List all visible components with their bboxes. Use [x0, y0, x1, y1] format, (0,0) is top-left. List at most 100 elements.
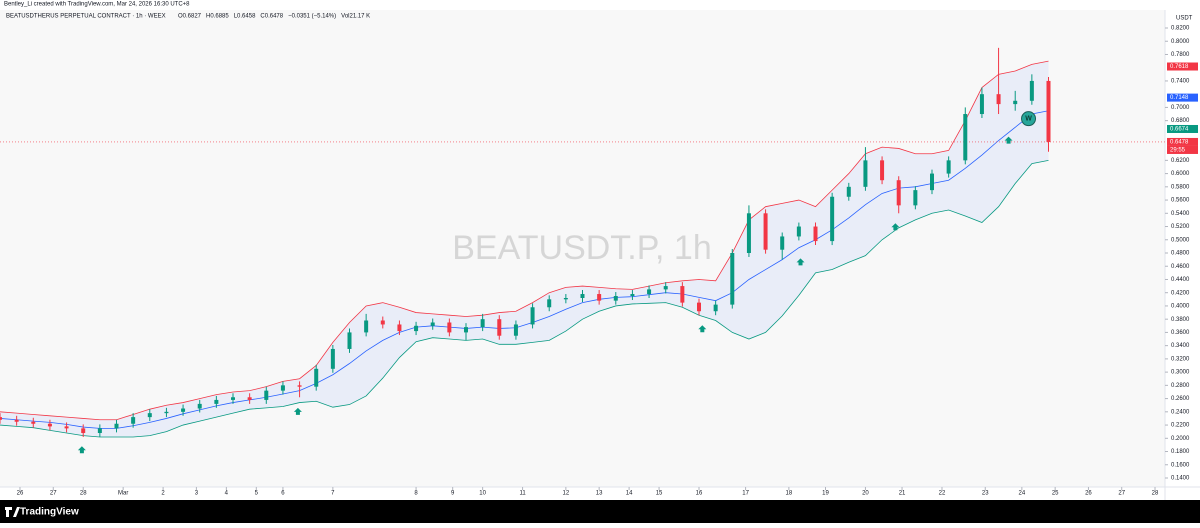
- candle-body: [64, 426, 69, 429]
- y-tick-label: 0.4800: [1171, 251, 1190, 257]
- candle-body: [430, 322, 435, 326]
- candle-body: [713, 304, 718, 312]
- x-tick-label: 13: [596, 491, 603, 497]
- x-tick-label: 5: [255, 491, 259, 497]
- ohlc-value: H0.6885: [206, 14, 229, 20]
- price-badge: [1167, 93, 1198, 102]
- x-tick-label: 19: [822, 491, 829, 497]
- candle-body: [397, 324, 402, 332]
- candle-body: [647, 289, 652, 295]
- candle-body: [513, 324, 518, 336]
- candle-body: [597, 294, 602, 301]
- y-tick-label: 0.2600: [1171, 396, 1190, 402]
- y-tick-label: 0.2000: [1171, 436, 1190, 442]
- x-tick-label: 12: [563, 491, 570, 497]
- y-tick-label: 0.5800: [1171, 184, 1190, 190]
- candle-body: [946, 160, 951, 174]
- candle-body: [1029, 80, 1034, 101]
- candle-body: [114, 423, 119, 429]
- x-tick-label: 28: [1152, 491, 1159, 497]
- x-tick-label: 7: [331, 491, 335, 497]
- candle-body: [280, 385, 285, 391]
- candle-body: [497, 319, 502, 336]
- x-tick-label: 8: [414, 491, 418, 497]
- candle-body: [47, 423, 52, 427]
- candle-body: [580, 294, 585, 298]
- x-tick-label: 14: [626, 491, 633, 497]
- band-fill: [0, 61, 1049, 437]
- annotation-marker: [1021, 111, 1037, 127]
- ohlc-value: O0.6827: [178, 14, 202, 20]
- y-tick-label: 0.2800: [1171, 383, 1190, 389]
- candle-body: [846, 186, 851, 197]
- y-tick-label: 0.5600: [1171, 198, 1190, 204]
- y-tick-label: 0.2400: [1171, 409, 1190, 415]
- candle-body: [347, 332, 352, 349]
- candle-body: [697, 302, 701, 312]
- candle-body: [880, 160, 885, 181]
- signal-arrow: [77, 446, 86, 454]
- candle-body: [746, 213, 751, 253]
- x-tick-label: 20: [862, 491, 869, 497]
- signal-arrow: [796, 258, 805, 266]
- signal-arrow: [698, 325, 707, 333]
- countdown: 29:55: [1170, 148, 1186, 154]
- x-tick-label: 10: [479, 491, 486, 497]
- candle-body: [464, 327, 468, 333]
- candle-body: [330, 348, 335, 369]
- chart-title: BEATUSDTHERUS PERPETUAL CONTRACT · 1h · …: [6, 14, 166, 20]
- annotation-label: W: [1025, 116, 1032, 123]
- candle-body: [214, 399, 219, 404]
- candle-body: [563, 298, 568, 300]
- price-badge: [1167, 62, 1198, 71]
- price-badge: [1167, 137, 1198, 146]
- candle-body: [530, 307, 535, 325]
- y-tick-label: 0.5200: [1171, 224, 1190, 230]
- candle-body: [197, 403, 202, 409]
- ohlc-value: L0.6458: [234, 14, 256, 20]
- y-tick-label: 0.3800: [1171, 317, 1190, 323]
- candle-body: [796, 226, 801, 237]
- x-tick-label: 3: [195, 491, 199, 497]
- x-tick-label: 24: [1019, 491, 1026, 497]
- ohlc-value: C0.6478: [260, 14, 283, 20]
- brand: TradingView: [20, 507, 79, 518]
- candle-body: [380, 320, 385, 325]
- candle-body: [164, 411, 169, 414]
- x-tick-label: 28: [80, 491, 87, 497]
- price-badge-label: 0.7148: [1170, 95, 1189, 101]
- candle-body: [680, 286, 685, 303]
- y-tick-label: 0.6000: [1171, 171, 1190, 177]
- x-tick-label: 27: [50, 491, 57, 497]
- candle-body: [763, 213, 768, 250]
- candle-body: [663, 286, 668, 290]
- y-tick-label: 0.4600: [1171, 264, 1190, 270]
- footer-bar: [0, 500, 1200, 523]
- x-tick-label: 4: [225, 491, 229, 497]
- candle-body: [830, 196, 835, 242]
- candle-body: [364, 320, 369, 333]
- candle-body: [930, 173, 934, 191]
- band-line: [0, 159, 1049, 438]
- candle-body: [780, 236, 785, 250]
- y-tick-label: 0.7800: [1171, 52, 1190, 58]
- candle-body: [97, 428, 102, 433]
- y-tick-label: 0.8200: [1171, 26, 1190, 32]
- y-tick-label: 0.7000: [1171, 105, 1190, 111]
- candle-body: [996, 94, 1001, 105]
- x-tick-label: 9: [451, 491, 455, 497]
- candle-body: [264, 390, 269, 400]
- candle-body: [447, 322, 452, 333]
- y-tick-label: 0.3400: [1171, 343, 1190, 349]
- candle-body: [979, 94, 984, 115]
- watermark: BEATUSDT.P, 1h: [452, 229, 712, 267]
- candle-body: [730, 253, 735, 305]
- x-tick-label: 17: [742, 491, 749, 497]
- x-tick-label: 6: [281, 491, 285, 497]
- candle-body: [913, 190, 918, 206]
- price-badge-label: 0.7618: [1170, 64, 1189, 70]
- candle-body: [963, 114, 968, 161]
- candle-body: [247, 397, 252, 400]
- x-tick-label: Mar: [118, 491, 128, 497]
